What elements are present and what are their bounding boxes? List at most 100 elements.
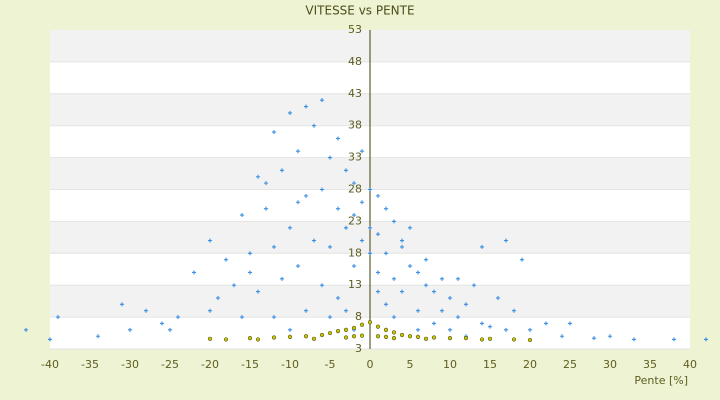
point: [472, 283, 476, 288]
x-tick-label: -25: [161, 358, 179, 371]
point-outline: [391, 330, 397, 335]
point: [368, 187, 372, 192]
point: [344, 308, 348, 313]
point: [528, 327, 532, 332]
point: [520, 257, 524, 262]
y-tick-label: 33: [348, 151, 362, 164]
point: [312, 123, 316, 128]
y-tick-label: 3: [355, 342, 362, 355]
point: [504, 327, 508, 332]
point: [368, 225, 372, 230]
point: [632, 337, 636, 342]
point: [352, 181, 356, 186]
point-outline: [375, 324, 381, 329]
point: [320, 283, 324, 288]
point: [288, 225, 292, 230]
point-outline: [359, 333, 365, 338]
point: [120, 302, 124, 307]
x-tick-label: 25: [563, 358, 577, 371]
point: [416, 327, 420, 332]
point-outline: [343, 335, 349, 340]
point: [304, 308, 308, 313]
x-axis-title: Pente [%]: [634, 374, 688, 387]
point: [440, 308, 444, 313]
point: [408, 225, 412, 230]
point: [24, 327, 28, 332]
point: [512, 308, 516, 313]
point: [344, 168, 348, 173]
point: [256, 174, 260, 179]
point-outline: [479, 337, 485, 342]
point: [160, 321, 164, 326]
point: [312, 238, 316, 243]
point-outline: [351, 334, 357, 339]
point: [352, 264, 356, 269]
point: [464, 302, 468, 307]
x-tick-label: 20: [523, 358, 537, 371]
point-outline: [271, 335, 277, 340]
point-outline: [415, 334, 421, 339]
y-tick-label: 8: [355, 310, 362, 323]
point: [296, 200, 300, 205]
point-outline: [407, 334, 413, 339]
point: [448, 295, 452, 300]
point: [432, 321, 436, 326]
point: [352, 213, 356, 218]
point: [568, 321, 572, 326]
point: [232, 283, 236, 288]
point-outline: [423, 336, 429, 341]
x-tick-label: -5: [325, 358, 336, 371]
point: [272, 315, 276, 320]
point-outline: [327, 330, 333, 336]
point-outline: [247, 336, 253, 341]
point: [328, 244, 332, 249]
point: [304, 104, 308, 109]
chart-title: VITESSE vs PENTE: [305, 4, 414, 18]
point: [376, 289, 380, 294]
point: [248, 251, 252, 256]
point-outline: [527, 337, 533, 343]
y-tick-label: 28: [348, 183, 362, 196]
point: [432, 289, 436, 294]
point: [544, 321, 548, 326]
y-tick-label: 48: [348, 55, 362, 68]
point-outline: [487, 336, 493, 341]
point-outline: [383, 334, 389, 339]
point: [400, 244, 404, 249]
point: [448, 327, 452, 332]
point: [272, 244, 276, 249]
y-tick-label: 38: [348, 119, 362, 132]
x-tick-label: -10: [281, 358, 299, 371]
point-outline: [367, 320, 373, 325]
point: [416, 308, 420, 313]
point: [392, 219, 396, 224]
point: [376, 193, 380, 198]
point: [368, 251, 372, 256]
x-tick-label: -30: [121, 358, 139, 371]
point: [280, 168, 284, 173]
point-outline: [343, 327, 349, 332]
point: [608, 334, 612, 339]
x-tick-label: 10: [443, 358, 457, 371]
point-outline: [207, 336, 213, 341]
point-outline: [223, 337, 229, 342]
point: [296, 149, 300, 154]
y-tick-label: 23: [348, 214, 362, 227]
point: [144, 308, 148, 313]
x-tick-label: 0: [367, 358, 374, 371]
point: [360, 238, 364, 243]
point-outline: [431, 335, 437, 340]
point: [320, 98, 324, 103]
point-outline: [399, 332, 405, 338]
point-outline: [351, 325, 357, 331]
point: [256, 289, 260, 294]
point: [424, 257, 428, 262]
point: [208, 238, 212, 243]
point: [328, 155, 332, 160]
point: [384, 302, 388, 307]
point: [280, 276, 284, 281]
point-outline: [255, 337, 261, 342]
point-outline: [359, 322, 365, 327]
point: [176, 315, 180, 320]
point: [208, 308, 212, 313]
